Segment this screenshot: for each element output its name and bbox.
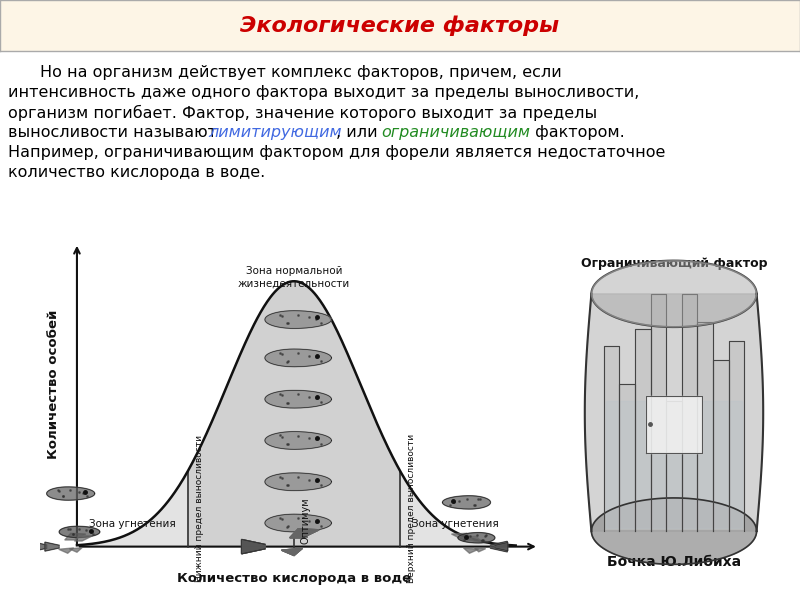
Text: количество кислорода в воде.: количество кислорода в воде. [8,165,266,180]
Polygon shape [59,526,100,538]
Polygon shape [242,539,265,554]
Polygon shape [729,341,744,529]
Polygon shape [45,542,59,551]
Text: выносливости называют: выносливости называют [8,125,222,140]
Text: фактором.: фактором. [530,125,625,140]
Text: Нижний предел выносливости: Нижний предел выносливости [194,436,204,583]
Polygon shape [265,349,331,367]
Text: Количество кислорода в воде: Количество кислорода в воде [177,572,411,584]
Polygon shape [282,548,302,556]
Text: , или: , или [336,125,382,140]
Polygon shape [74,535,92,541]
Polygon shape [242,539,265,554]
Text: Верхний предел выносливости: Верхний предел выносливости [407,434,416,583]
Polygon shape [282,548,302,556]
Polygon shape [458,533,495,543]
Polygon shape [290,529,319,538]
Polygon shape [465,536,481,541]
Text: Количество особей: Количество особей [47,310,60,459]
Polygon shape [290,529,319,538]
Polygon shape [682,294,698,529]
Text: ограничивающим: ограничивающим [381,125,530,140]
Polygon shape [604,346,619,529]
Polygon shape [282,548,302,556]
Polygon shape [77,471,188,547]
Polygon shape [490,541,507,552]
Polygon shape [265,514,331,532]
Polygon shape [463,548,478,553]
Text: Экологические факторы: Экологические факторы [241,15,559,36]
Polygon shape [242,539,265,554]
Polygon shape [265,311,331,328]
Text: Например, ограничивающим фактором для форели является недостаточное: Например, ограничивающим фактором для фо… [8,145,666,160]
Polygon shape [606,401,742,528]
Polygon shape [290,529,319,538]
Polygon shape [635,329,650,529]
Polygon shape [698,322,713,529]
Polygon shape [619,384,635,529]
Polygon shape [242,539,265,554]
Polygon shape [495,542,508,551]
Polygon shape [400,471,516,547]
Polygon shape [282,548,302,556]
Polygon shape [474,548,486,552]
Polygon shape [591,260,757,327]
Polygon shape [265,391,331,408]
Text: Зона угнетения: Зона угнетения [89,519,176,529]
Text: лимитирующим: лимитирующим [208,125,342,140]
Polygon shape [46,487,94,500]
Polygon shape [282,548,302,556]
Polygon shape [451,533,473,540]
Text: Ограничивающий фактор: Ограничивающий фактор [581,257,767,269]
Text: Бочка Ю.Либиха: Бочка Ю.Либиха [607,555,741,569]
Polygon shape [646,395,702,453]
Text: организм погибает. Фактор, значение которого выходит за пределы: организм погибает. Фактор, значение кото… [8,105,597,121]
Polygon shape [242,539,265,554]
Polygon shape [58,548,74,553]
Text: Но на организм действует комплекс факторов, причем, если: Но на организм действует комплекс фактор… [40,65,562,80]
Polygon shape [585,294,763,531]
Polygon shape [70,548,82,552]
Text: Оптимум: Оптимум [301,497,311,544]
Text: Зона угнетения: Зона угнетения [412,519,499,529]
Polygon shape [591,498,757,565]
Polygon shape [65,533,86,540]
Text: Зона нормальной
жизнедеятельности: Зона нормальной жизнедеятельности [238,266,350,289]
Polygon shape [713,360,729,529]
Text: интенсивность даже одного фактора выходит за пределы выносливости,: интенсивность даже одного фактора выходи… [8,85,639,100]
Polygon shape [666,401,682,529]
Polygon shape [650,294,666,529]
Polygon shape [290,529,319,538]
Polygon shape [30,541,46,552]
Polygon shape [188,281,400,547]
Polygon shape [265,431,331,449]
Polygon shape [290,529,319,538]
Polygon shape [282,548,302,556]
Polygon shape [442,496,490,509]
Polygon shape [242,539,265,554]
Polygon shape [265,473,331,491]
Polygon shape [290,529,319,538]
